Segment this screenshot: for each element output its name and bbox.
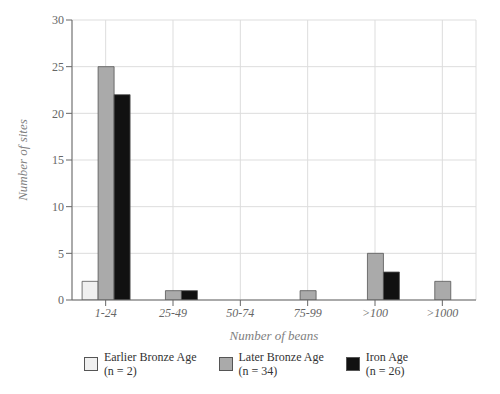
svg-text:50-74: 50-74 [226,306,254,320]
html-text:Earlier Bronze Age: Earlier Bronze Age [103,350,197,364]
svg-text:20: 20 [52,107,64,121]
html-text:(n = 26): (n = 26) [365,364,405,378]
svg-text:Number of sites: Number of sites [15,119,30,202]
svg-text:10: 10 [52,200,64,214]
svg-text:1-24: 1-24 [95,306,117,320]
svg-text:30: 30 [52,13,64,27]
html-text:Later Bronze Age: Later Bronze Age [238,350,324,364]
svg-text:5: 5 [58,247,64,261]
svg-text:15: 15 [52,153,64,167]
html-text:Iron Age: Iron Age [365,350,409,364]
svg-text:25: 25 [52,60,64,74]
html-text:(n = 2): (n = 2) [103,364,137,378]
svg-text:75-99: 75-99 [294,306,322,320]
svg-text:Number of beans: Number of beans [229,328,319,343]
svg-text:>1000: >1000 [426,306,458,320]
svg-text:>100: >100 [362,306,388,320]
svg-text:0: 0 [58,293,64,307]
svg-text:25-49: 25-49 [159,306,187,320]
html-text:(n = 34): (n = 34) [238,364,278,378]
